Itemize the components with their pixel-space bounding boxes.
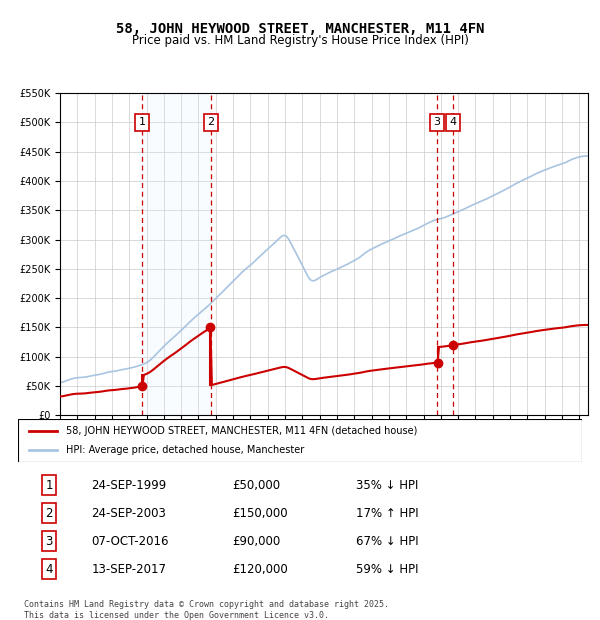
Text: £50,000: £50,000: [232, 479, 280, 492]
FancyBboxPatch shape: [18, 418, 582, 462]
Text: 4: 4: [45, 563, 53, 576]
Text: £90,000: £90,000: [232, 535, 281, 547]
Text: 58, JOHN HEYWOOD STREET, MANCHESTER, M11 4FN (detached house): 58, JOHN HEYWOOD STREET, MANCHESTER, M11…: [66, 426, 418, 436]
Text: 3: 3: [46, 535, 53, 547]
Text: 1: 1: [45, 479, 53, 492]
Text: £120,000: £120,000: [232, 563, 288, 576]
Text: Price paid vs. HM Land Registry's House Price Index (HPI): Price paid vs. HM Land Registry's House …: [131, 34, 469, 47]
Text: 24-SEP-2003: 24-SEP-2003: [91, 507, 166, 520]
Text: 35% ↓ HPI: 35% ↓ HPI: [356, 479, 419, 492]
Text: Contains HM Land Registry data © Crown copyright and database right 2025.
This d: Contains HM Land Registry data © Crown c…: [24, 600, 389, 619]
Bar: [142, 93, 211, 415]
Text: 07-OCT-2016: 07-OCT-2016: [91, 535, 169, 547]
Text: 17% ↑ HPI: 17% ↑ HPI: [356, 507, 419, 520]
Text: 67% ↓ HPI: 67% ↓ HPI: [356, 535, 419, 547]
Text: 4: 4: [449, 117, 457, 127]
Text: £150,000: £150,000: [232, 507, 288, 520]
Text: 2: 2: [208, 117, 215, 127]
Text: 2: 2: [45, 507, 53, 520]
Text: 58, JOHN HEYWOOD STREET, MANCHESTER, M11 4FN: 58, JOHN HEYWOOD STREET, MANCHESTER, M11…: [116, 22, 484, 36]
Text: HPI: Average price, detached house, Manchester: HPI: Average price, detached house, Manc…: [66, 445, 304, 454]
Text: 13-SEP-2017: 13-SEP-2017: [91, 563, 166, 576]
Text: 24-SEP-1999: 24-SEP-1999: [91, 479, 167, 492]
Text: 1: 1: [139, 117, 145, 127]
Text: 59% ↓ HPI: 59% ↓ HPI: [356, 563, 419, 576]
Text: 3: 3: [433, 117, 440, 127]
